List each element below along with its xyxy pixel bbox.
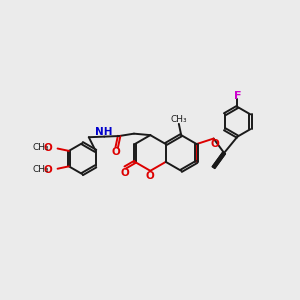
Text: O: O xyxy=(121,168,130,178)
Text: CH₃: CH₃ xyxy=(32,143,49,152)
Text: O: O xyxy=(44,142,52,153)
Text: O: O xyxy=(44,165,52,175)
Text: CH₃: CH₃ xyxy=(32,165,49,174)
Text: O: O xyxy=(146,171,154,181)
Text: F: F xyxy=(234,91,241,100)
Text: CH₃: CH₃ xyxy=(170,115,187,124)
Text: O: O xyxy=(112,147,121,158)
Text: O: O xyxy=(211,139,220,148)
Text: NH: NH xyxy=(94,127,112,136)
